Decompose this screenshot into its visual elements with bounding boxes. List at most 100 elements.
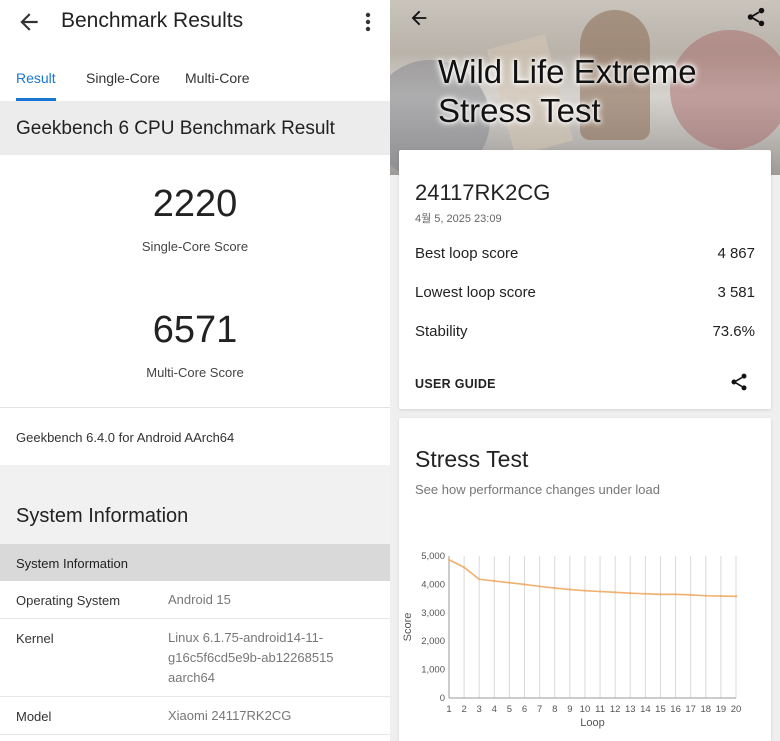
y-tick-label: 4,000 <box>421 579 445 590</box>
more-vert-icon[interactable] <box>358 10 378 34</box>
row-key: Operating System <box>16 593 121 608</box>
stability-row: Stability 73.6% <box>415 323 755 340</box>
multi-core-label: Multi-Core Score <box>146 365 244 380</box>
table-row: Kernel Linux 6.1.75-android14-11-g16c5f6… <box>0 619 390 697</box>
y-tick-label: 3,000 <box>421 608 445 619</box>
x-tick-label: 18 <box>701 704 712 715</box>
y-tick-label: 1,000 <box>421 665 445 676</box>
x-tick-label: 8 <box>552 704 557 715</box>
x-tick-label: 20 <box>731 704 742 715</box>
system-info-title: System Information <box>16 505 189 527</box>
table-row: Model Xiaomi 24117RK2CG <box>0 697 390 735</box>
y-axis-title: Score <box>402 613 414 642</box>
row-value: 73.6% <box>712 323 755 340</box>
data-point <box>734 595 738 598</box>
hero-title: Wild Life Extreme Stress Test <box>438 53 697 129</box>
stress-test-title: Stress Test <box>415 446 529 472</box>
data-point <box>598 590 602 593</box>
lowest-loop-row: Lowest loop score 3 581 <box>415 284 755 301</box>
system-info-table: Operating System Android 15 Kernel Linux… <box>0 581 390 741</box>
data-point <box>704 594 707 597</box>
data-point <box>613 591 617 594</box>
user-guide-link[interactable]: USER GUIDE <box>415 377 496 391</box>
x-tick-label: 9 <box>567 704 572 715</box>
row-key: Kernel <box>16 631 54 646</box>
score-card: 2220 Single-Core Score 6571 Multi-Core S… <box>0 155 390 465</box>
row-label: Best loop score <box>415 245 519 262</box>
row-value: 3 581 <box>717 284 755 301</box>
multi-core-score: 6571 <box>152 309 238 351</box>
data-point <box>568 588 572 591</box>
data-point <box>508 581 511 584</box>
x-tick-label: 4 <box>492 704 497 715</box>
share-icon[interactable] <box>729 372 749 392</box>
best-loop-row: Best loop score 4 867 <box>415 245 755 262</box>
x-tick-label: 19 <box>716 704 727 715</box>
x-axis-title: Loop <box>580 717 604 729</box>
x-tick-label: 5 <box>507 704 512 715</box>
data-point <box>644 592 647 595</box>
x-tick-label: 10 <box>580 704 591 715</box>
data-point <box>674 593 677 596</box>
row-label: Stability <box>415 323 468 340</box>
row-label: Lowest loop score <box>415 284 536 301</box>
table-row: Operating System Android 15 <box>0 581 390 619</box>
row-value: Android 15 <box>168 592 231 607</box>
x-tick-label: 15 <box>655 704 666 715</box>
page-title: Benchmark Results <box>61 9 244 32</box>
section-header: Geekbench 6 CPU Benchmark Result <box>0 101 390 156</box>
x-tick-label: 13 <box>625 704 636 715</box>
data-point <box>689 593 692 597</box>
active-tab-indicator <box>16 98 56 101</box>
x-tick-label: 6 <box>522 704 527 715</box>
system-info-subheader-label: System Information <box>16 556 128 571</box>
data-point <box>462 566 466 569</box>
data-point <box>493 579 496 583</box>
tab-result[interactable]: Result <box>16 70 56 86</box>
data-point <box>538 585 541 588</box>
x-tick-label: 3 <box>477 704 482 715</box>
tab-single-core[interactable]: Single-Core <box>86 70 160 86</box>
stress-test-card: Stress Test See how performance changes … <box>399 418 771 741</box>
back-arrow-icon[interactable] <box>16 9 42 35</box>
result-card: 24117RK2CG 4월 5, 2025 23:09 Best loop sc… <box>399 150 771 409</box>
x-tick-label: 12 <box>610 704 621 715</box>
3dmark-panel: Wild Life Extreme Stress Test 24117RK2CG… <box>390 0 780 741</box>
x-tick-label: 17 <box>685 704 696 715</box>
hero-art <box>670 30 780 150</box>
section-title: Geekbench 6 CPU Benchmark Result <box>16 118 335 139</box>
x-tick-label: 14 <box>640 704 651 715</box>
y-tick-label: 5,000 <box>421 551 445 562</box>
hero-banner: Wild Life Extreme Stress Test <box>390 0 780 175</box>
data-point <box>523 583 526 586</box>
row-value: Linux 6.1.75-android14-11-g16c5f6cd5e9b-… <box>168 630 334 685</box>
hero-art <box>580 10 650 140</box>
data-point <box>719 594 723 598</box>
data-point <box>553 586 556 590</box>
back-arrow-icon[interactable] <box>408 7 430 29</box>
x-tick-label: 1 <box>446 704 451 715</box>
data-point <box>629 592 632 595</box>
data-point <box>583 589 587 592</box>
data-point <box>447 558 451 561</box>
row-value: Xiaomi 24117RK2CG <box>168 708 292 723</box>
single-core-score: 2220 <box>152 183 238 225</box>
geekbench-panel: Benchmark Results Result Single-Core Mul… <box>0 0 390 741</box>
tab-multi-core[interactable]: Multi-Core <box>185 70 250 86</box>
y-tick-label: 2,000 <box>421 636 445 647</box>
y-tick-label: 0 <box>440 693 445 704</box>
share-icon[interactable] <box>745 6 767 28</box>
row-key: Model <box>16 709 52 724</box>
x-tick-label: 2 <box>461 704 466 715</box>
app-bar: Benchmark Results Result Single-Core Mul… <box>0 0 390 101</box>
data-point <box>659 593 662 596</box>
x-tick-label: 7 <box>537 704 542 715</box>
row-value: 4 867 <box>717 245 755 262</box>
divider <box>0 407 390 408</box>
system-info-subheader: System Information <box>0 544 390 581</box>
result-date: 4월 5, 2025 23:09 <box>415 213 502 225</box>
version-text: Geekbench 6.4.0 for Android AArch64 <box>16 430 235 445</box>
single-core-label: Single-Core Score <box>141 239 249 254</box>
device-name: 24117RK2CG <box>415 180 551 205</box>
